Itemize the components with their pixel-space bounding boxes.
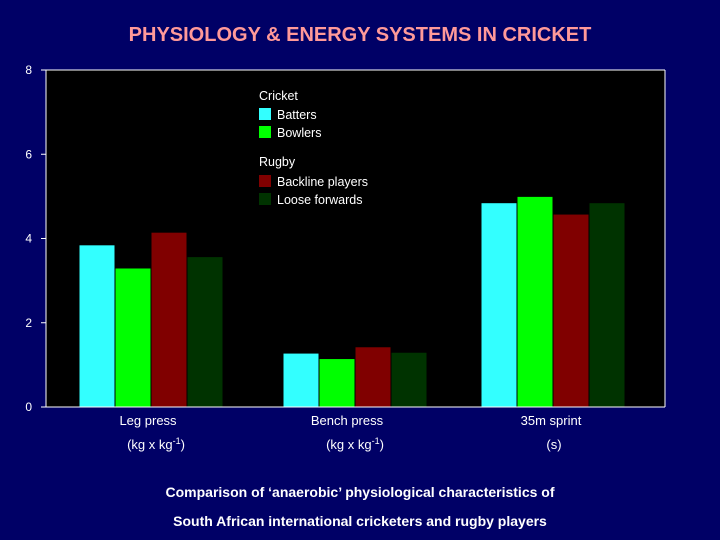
caption-line-2: South African international cricketers a… — [173, 513, 547, 529]
y-tick-label: 2 — [25, 316, 32, 330]
bar — [78, 244, 116, 408]
x-category-label: Leg press — [119, 413, 177, 428]
caption-line-1: Comparison of ‘anaerobic’ physiological … — [165, 484, 555, 500]
bar — [114, 267, 152, 408]
bar — [480, 202, 518, 408]
bar — [318, 358, 356, 408]
legend-swatch — [259, 175, 271, 187]
legend-label: Bowlers — [277, 126, 321, 140]
x-category-label: 35m sprint — [521, 413, 582, 428]
bar — [150, 231, 188, 408]
chart-title: PHYSIOLOGY & ENERGY SYSTEMS IN CRICKET — [128, 24, 592, 46]
legend-label: Backline players — [277, 175, 368, 189]
bar — [186, 256, 224, 408]
legend-swatch — [259, 108, 271, 120]
bar — [282, 352, 320, 408]
bar — [588, 202, 626, 408]
bar — [516, 195, 554, 408]
y-tick-label: 8 — [25, 63, 32, 77]
legend-group-label: Rugby — [259, 155, 296, 169]
legend-swatch — [259, 126, 271, 138]
legend-swatch — [259, 193, 271, 205]
x-category-label: Bench press — [311, 413, 384, 428]
legend-group-label: Cricket — [259, 89, 298, 103]
y-tick-label: 0 — [25, 400, 32, 414]
x-category-unit-label: (kg x kg-1) — [326, 436, 384, 452]
legend-label: Loose forwards — [277, 193, 362, 207]
x-category-unit-label: (kg x kg-1) — [127, 436, 185, 452]
x-category-unit-label: (s) — [546, 437, 561, 452]
y-tick-label: 4 — [25, 232, 32, 246]
bar — [354, 346, 392, 408]
bar — [552, 213, 590, 408]
y-tick-label: 6 — [25, 147, 32, 161]
legend-label: Batters — [277, 108, 317, 122]
bar — [390, 351, 428, 408]
